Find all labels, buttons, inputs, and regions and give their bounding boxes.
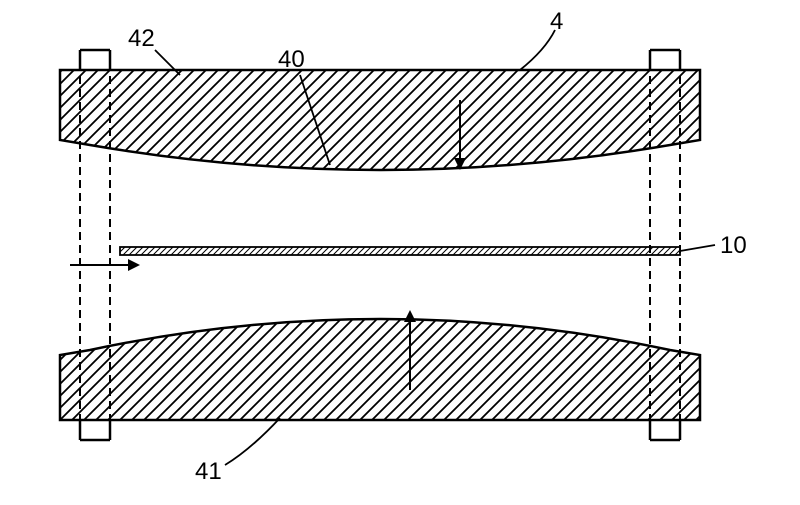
label-41: 41 [195,458,222,486]
upper-die [60,70,700,170]
leader-41 [225,418,280,465]
label-42: 42 [128,25,155,53]
arrow-right-head [128,259,140,271]
technical-diagram: 4 42 40 10 41 [0,0,800,500]
label-4: 4 [550,8,563,36]
arrow-up-head [404,310,416,322]
label-10: 10 [720,232,747,260]
leader-10 [680,245,715,251]
workpiece-sheet [120,247,680,255]
leader-4 [520,30,555,70]
label-40: 40 [278,46,305,74]
diagram-svg [0,0,800,500]
lower-die [60,319,700,420]
